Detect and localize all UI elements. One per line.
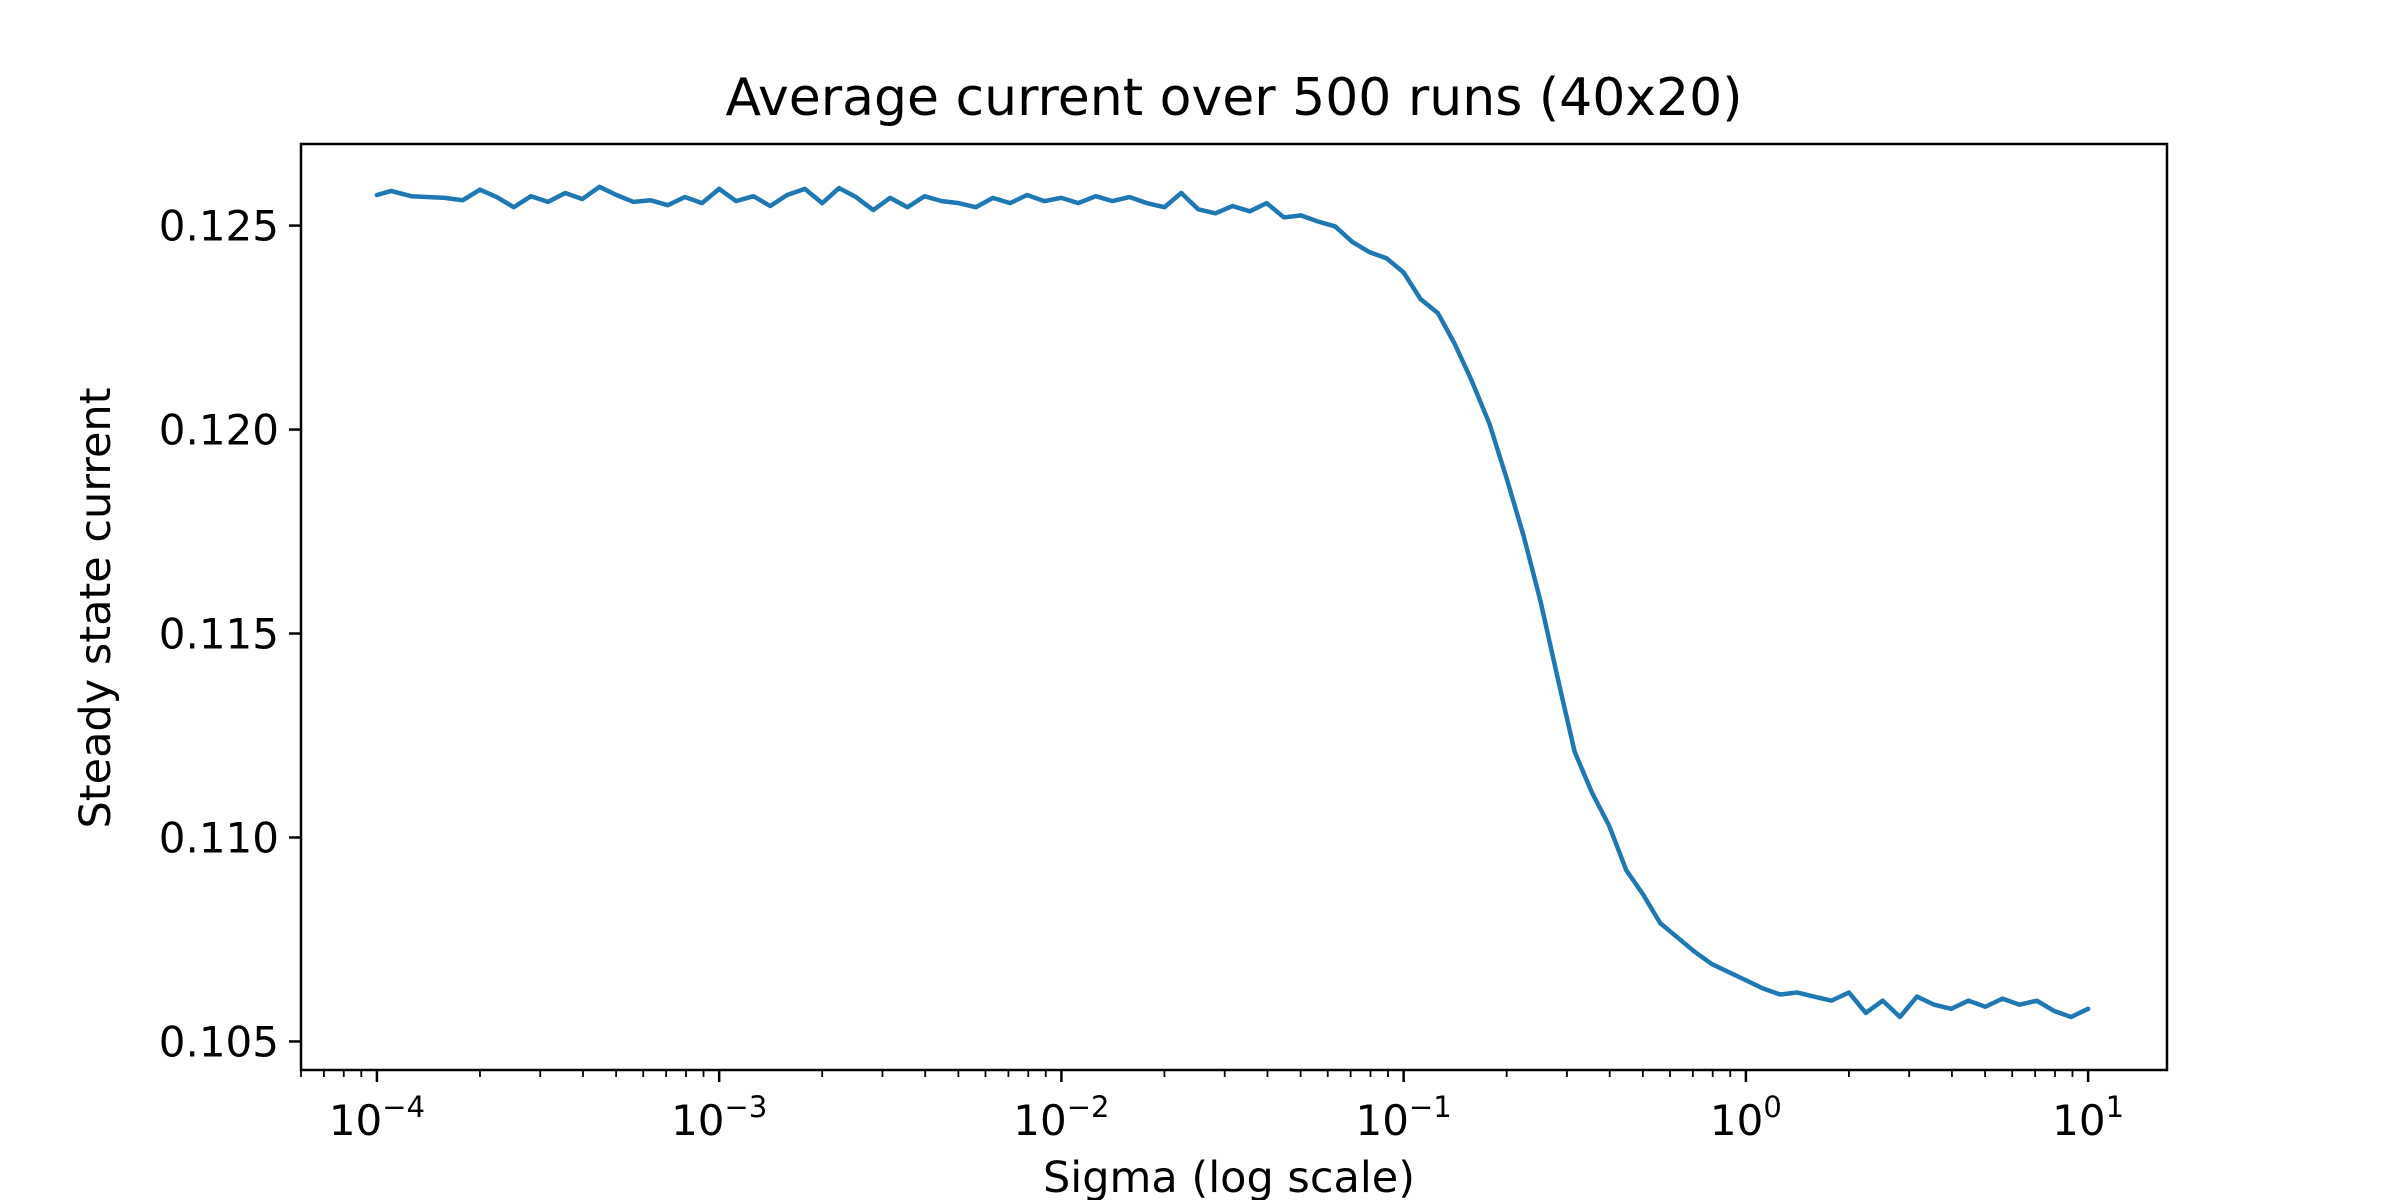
x-tick-label: 10−2 <box>1013 1090 1109 1145</box>
x-tick-label: 10−4 <box>329 1090 425 1145</box>
y-tick-label: 0.110 <box>159 813 279 862</box>
y-axis-label: Steady state current <box>71 387 121 828</box>
y-tick-label: 0.115 <box>159 610 279 659</box>
x-tick-exponent: 1 <box>2106 1090 2124 1124</box>
plot-area <box>299 142 2169 1072</box>
x-axis-label: Sigma (log scale) <box>1043 1153 1415 1200</box>
x-tick-base: 10 <box>329 1096 382 1145</box>
x-tick-label: 10−3 <box>671 1090 767 1145</box>
x-tick-base: 10 <box>1356 1096 1409 1145</box>
x-tick-base: 10 <box>1710 1096 1763 1145</box>
x-tick-exponent: 0 <box>1763 1090 1781 1124</box>
chart-title: Average current over 500 runs (40x20) <box>725 68 1742 128</box>
x-tick-label: 100 <box>1710 1090 1782 1145</box>
axes-frame <box>299 142 2169 1072</box>
x-tick-exponent: −1 <box>1409 1090 1452 1124</box>
x-tick-exponent: −3 <box>725 1090 768 1124</box>
y-axis: 0.105 0.110 0.115 0.120 0.125 <box>159 202 301 1066</box>
x-tick-base: 10 <box>1013 1096 1066 1145</box>
x-tick-label: 10−1 <box>1356 1090 1452 1145</box>
y-tick-label: 0.105 <box>159 1017 279 1066</box>
x-tick-base: 10 <box>671 1096 724 1145</box>
x-tick-label: 101 <box>2052 1090 2124 1145</box>
x-tick-base: 10 <box>2052 1096 2105 1145</box>
x-tick-exponent: −2 <box>1067 1090 1110 1124</box>
y-tick-label: 0.120 <box>159 406 279 455</box>
x-axis-minor-ticks <box>300 1070 2074 1077</box>
series-line <box>374 184 2091 1020</box>
y-tick-label: 0.125 <box>159 202 279 251</box>
x-tick-exponent: −4 <box>382 1090 425 1124</box>
x-axis: 10−4 10−3 10−2 10−1 100 101 <box>329 1070 2124 1145</box>
